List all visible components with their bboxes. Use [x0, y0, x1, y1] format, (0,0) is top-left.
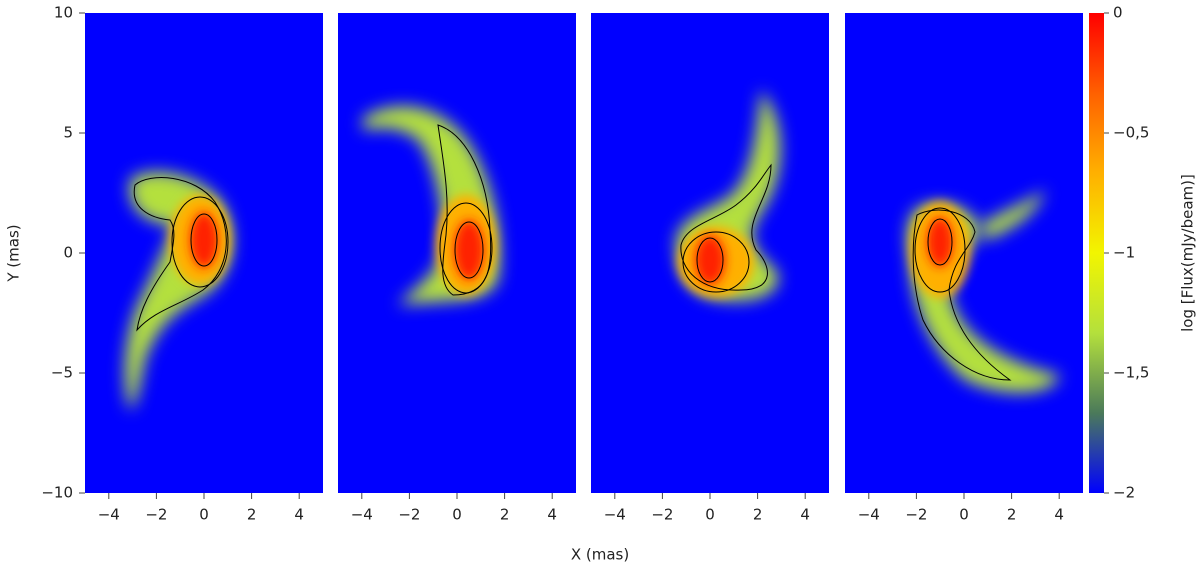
x-tick-label: 2 — [247, 506, 257, 524]
x-tick-label: 2 — [753, 506, 763, 524]
x-tick-label: −2 — [905, 506, 927, 524]
y-tick-label: 5 — [63, 124, 73, 142]
x-tick-label: 2 — [500, 506, 510, 524]
y-tick-label: 10 — [54, 4, 73, 22]
y-tick-label: 0 — [63, 244, 73, 262]
panel-image — [845, 13, 1083, 493]
x-tick-label: 0 — [705, 506, 715, 524]
panel-image — [338, 13, 576, 493]
y-tick-label: −5 — [51, 364, 73, 382]
panel — [845, 13, 1083, 493]
panel — [338, 13, 576, 493]
colorbar-tick-label: −2 — [1113, 484, 1135, 502]
panel-image — [85, 13, 323, 493]
panel — [591, 13, 829, 493]
x-tick-label: 4 — [1054, 506, 1064, 524]
colorbar-tick-label: −1,5 — [1113, 364, 1149, 382]
x-tick-label: 0 — [199, 506, 209, 524]
colorbar-tick-label: 0 — [1113, 4, 1123, 22]
x-tick-label: 4 — [547, 506, 557, 524]
x-tick-label: 2 — [1007, 506, 1017, 524]
x-tick-label: −4 — [351, 506, 373, 524]
x-tick-label: 0 — [959, 506, 969, 524]
colorbar-label: log [Flux(mJy/beam)] — [1179, 174, 1197, 332]
x-tick-label: −4 — [604, 506, 626, 524]
x-tick-label: −2 — [145, 506, 167, 524]
x-tick-label: −2 — [398, 506, 420, 524]
x-tick-label: −4 — [98, 506, 120, 524]
x-axis-label: X (mas) — [571, 546, 629, 564]
colorbar — [1089, 13, 1104, 493]
x-tick-label: 4 — [800, 506, 810, 524]
colorbar-tick-label: −0,5 — [1113, 124, 1149, 142]
x-tick-label: 0 — [452, 506, 462, 524]
x-tick-label: 4 — [294, 506, 304, 524]
x-tick-label: −4 — [858, 506, 880, 524]
panel — [85, 13, 323, 493]
x-tick-label: −2 — [651, 506, 673, 524]
panel-image — [591, 13, 829, 493]
colorbar-tick-label: −1 — [1113, 244, 1135, 262]
y-axis-label: Y (mas) — [5, 224, 23, 282]
y-tick-label: −10 — [41, 484, 73, 502]
